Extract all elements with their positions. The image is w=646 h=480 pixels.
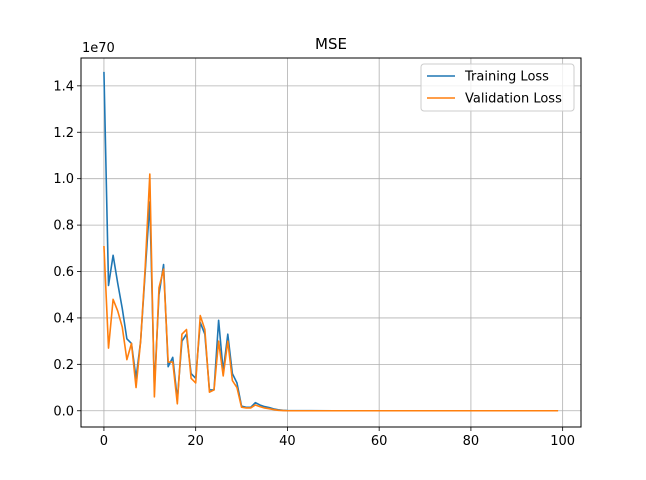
y-tick-label: 1.4 [53, 79, 74, 94]
legend-label: Training Loss [464, 70, 549, 85]
x-tick-label: 0 [100, 434, 108, 449]
plot-frame [80, 57, 582, 428]
axis-ticks: 0 20 40 60 80 100 0.0 0.2 0.4 0.6 0.8 1.0 1.2 1.4 [53, 79, 575, 449]
y-tick-label: 0.8 [53, 219, 74, 234]
x-tick-label: 60 [371, 434, 388, 449]
training-loss-line [103, 71, 559, 412]
legend: Training Loss Validation Loss [420, 63, 575, 112]
y-tick-label: 0.2 [53, 358, 74, 373]
y-tick-label: 0.0 [53, 404, 74, 419]
series-lines [103, 71, 559, 412]
y-tick-label: 0.4 [53, 311, 74, 326]
x-tick-label: 20 [187, 434, 204, 449]
x-tick-label: 40 [279, 434, 296, 449]
validation-loss-line [103, 173, 559, 412]
legend-label: Validation Loss [465, 92, 562, 107]
y-tick-label: 1.0 [53, 172, 74, 187]
y-tick-label: 0.6 [53, 265, 74, 280]
y-tick-label: 1.2 [53, 126, 74, 141]
x-tick-label: 100 [550, 434, 575, 449]
y-scale-label: 1e70 [82, 41, 115, 56]
legend-box [420, 63, 575, 112]
chart-title: MSE [315, 35, 347, 53]
x-tick-label: 80 [463, 434, 480, 449]
